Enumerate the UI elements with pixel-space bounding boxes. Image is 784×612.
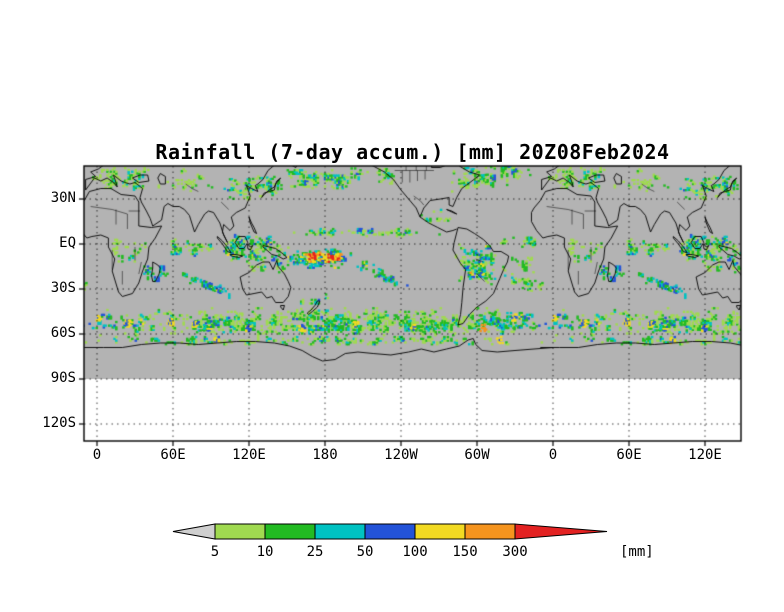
colorbar-level-label: 10 — [257, 544, 274, 560]
colorbar-above-arrow — [514, 523, 608, 540]
colorbar-level-label: 5 — [211, 544, 219, 560]
colorbar-below-arrow — [172, 523, 216, 540]
colorbar-level-label: 150 — [452, 544, 477, 560]
colorbar-segment — [314, 523, 366, 540]
colorbar-level-label: 50 — [357, 544, 374, 560]
colorbar-segment — [414, 523, 466, 540]
colorbar: 5 10 25 50 100 150 300 [mm] — [160, 518, 680, 566]
colorbar-level-label: 25 — [307, 544, 324, 560]
colorbar-segment — [264, 523, 316, 540]
colorbar-segment — [464, 523, 516, 540]
colorbar-segment — [364, 523, 416, 540]
colorbar-level-label: 300 — [502, 544, 527, 560]
colorbar-unit-label: [mm] — [620, 544, 654, 560]
colorbar-segment — [214, 523, 266, 540]
colorbar-level-label: 100 — [402, 544, 427, 560]
